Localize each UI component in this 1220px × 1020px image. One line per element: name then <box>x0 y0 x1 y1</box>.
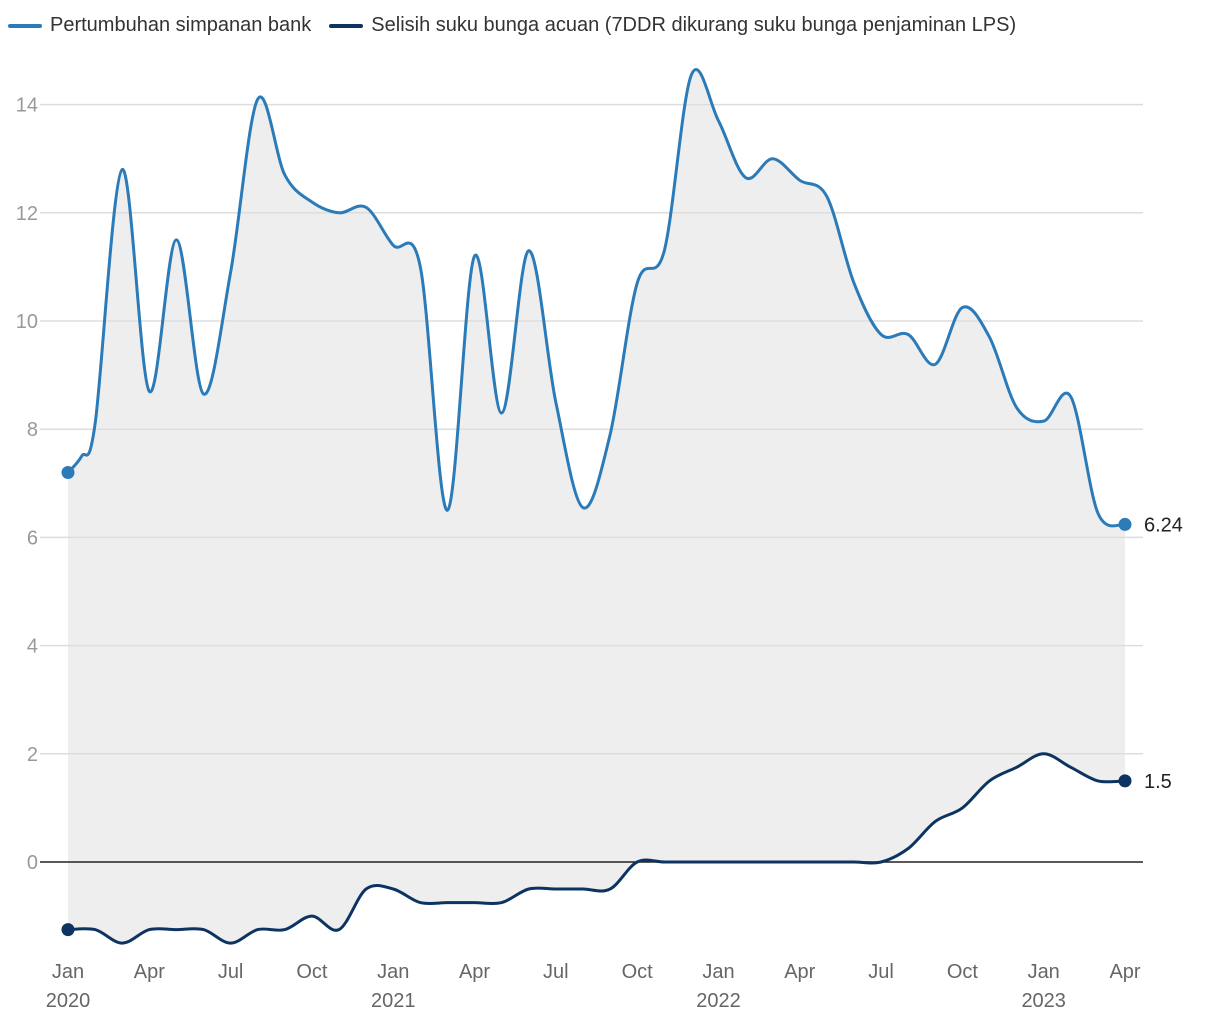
y-tick-label-8: 8 <box>27 419 38 441</box>
y-tick-label-10: 10 <box>16 311 38 333</box>
legend-item-rate-spread[interactable]: Selisih suku bunga acuan (7DDR dikurang … <box>329 14 1016 37</box>
x-tick-label-36: Jan <box>1028 961 1060 983</box>
x-tick-label-24: Jan <box>702 961 734 983</box>
legend-label-rate-spread: Selisih suku bunga acuan (7DDR dikurang … <box>371 14 1017 36</box>
series-start-point-rate-spread[interactable] <box>61 923 75 937</box>
x-tick-label-18: Jul <box>543 961 569 983</box>
x-tick-label-0: Jan <box>52 961 84 983</box>
legend-item-deposit-growth[interactable]: Pertumbuhan simpanan bank <box>8 14 311 37</box>
x-tick-label-21: Oct <box>622 961 654 983</box>
x-tick-year-2023: 2023 <box>1021 990 1066 1012</box>
x-tick-label-12: Jan <box>377 961 409 983</box>
legend-swatch-rate-spread <box>329 23 364 28</box>
y-tick-label-2: 2 <box>27 744 38 766</box>
series-end-point-rate-spread[interactable] <box>1118 774 1132 788</box>
x-tick-label-15: Apr <box>459 961 490 983</box>
series-end-label-rate-spread: 1.5 <box>1144 771 1172 793</box>
y-tick-label-6: 6 <box>27 527 38 549</box>
x-tick-label-39: Apr <box>1109 961 1140 983</box>
x-tick-label-30: Jul <box>868 961 894 983</box>
series-end-point-deposit-growth[interactable] <box>1118 517 1132 531</box>
series-line-rate-spread[interactable] <box>66 752 1127 945</box>
legend: Pertumbuhan simpanan bank Selisih suku b… <box>8 14 1034 37</box>
series-line-deposit-growth[interactable] <box>66 68 1127 528</box>
band-area <box>68 69 1125 944</box>
x-tick-label-6: Jul <box>218 961 244 983</box>
y-tick-label-4: 4 <box>27 636 38 658</box>
y-tick-label-0: 0 <box>27 852 38 874</box>
x-tick-year-2021: 2021 <box>371 990 416 1012</box>
series-start-point-deposit-growth[interactable] <box>61 465 75 479</box>
x-tick-label-9: Oct <box>296 961 328 983</box>
x-tick-year-2022: 2022 <box>696 990 741 1012</box>
x-tick-year-2020: 2020 <box>46 990 91 1012</box>
legend-swatch-deposit-growth <box>8 23 42 28</box>
x-tick-label-3: Apr <box>134 961 165 983</box>
x-tick-label-33: Oct <box>947 961 979 983</box>
y-tick-label-12: 12 <box>16 203 38 225</box>
legend-label-deposit-growth: Pertumbuhan simpanan bank <box>50 14 312 36</box>
series-end-label-deposit-growth: 6.24 <box>1144 514 1183 536</box>
x-tick-label-27: Apr <box>784 961 815 983</box>
y-tick-label-14: 14 <box>16 95 38 117</box>
